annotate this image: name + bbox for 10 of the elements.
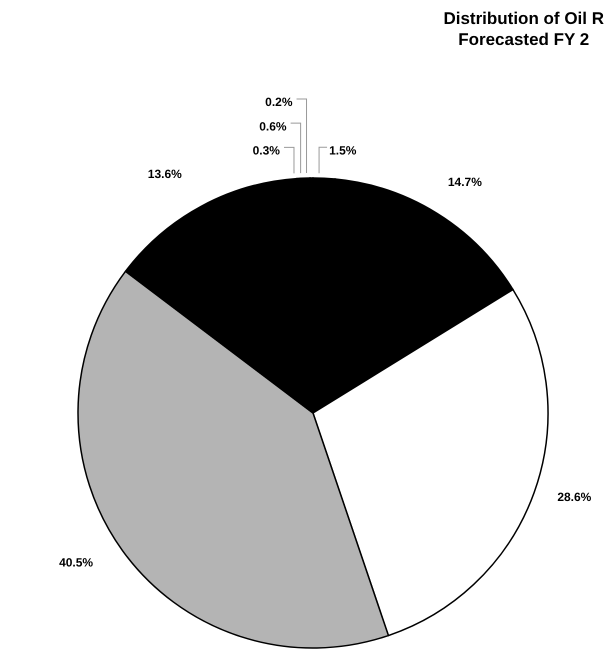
data-label: 0.2% (265, 95, 293, 110)
data-label: 13.6% (148, 167, 182, 182)
data-label: 0.6% (259, 119, 287, 134)
data-label: 1.5% (329, 143, 357, 158)
data-label: 14.7% (448, 175, 482, 190)
chart-title: Distribution of Oil R (443, 8, 604, 29)
data-label: 28.6% (557, 490, 592, 504)
data-label: 40.5% (59, 555, 94, 570)
chart-subtitle: Forecasted FY 2 (457, 29, 590, 50)
data-label: 0.3% (252, 144, 280, 158)
